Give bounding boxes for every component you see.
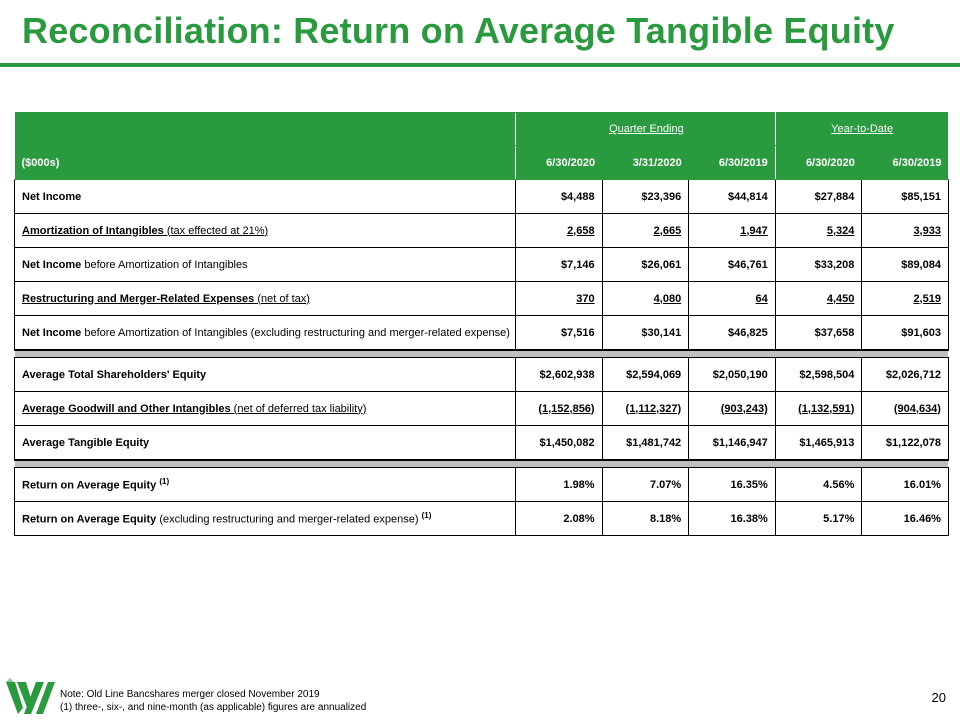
- row-label: Amortization of Intangibles (tax effecte…: [14, 213, 516, 248]
- table-row: Average Goodwill and Other Intangibles (…: [14, 391, 949, 426]
- row-label: Return on Average Equity (excluding rest…: [14, 501, 516, 536]
- table-row: Amortization of Intangibles (tax effecte…: [14, 213, 949, 248]
- table-row: Return on Average Equity (excluding rest…: [14, 501, 949, 536]
- table-cell: $2,594,069: [601, 357, 689, 392]
- table-cell: $2,050,190: [688, 357, 776, 392]
- table-cell: 4,450: [774, 281, 862, 316]
- row-label: Average Total Shareholders' Equity: [14, 357, 516, 392]
- table-cell: $46,761: [688, 247, 776, 282]
- row-label: Net Income: [14, 179, 516, 214]
- table-cell: $1,481,742: [601, 425, 689, 461]
- row-label: Average Tangible Equity: [14, 425, 516, 461]
- table-cell: $23,396: [601, 179, 689, 214]
- table-cell: 4,080: [601, 281, 689, 316]
- group-header-quarter-ending: Quarter Ending: [602, 112, 689, 146]
- table-cell: 2,658: [515, 213, 603, 248]
- row-label: Net Income before Amortization of Intang…: [14, 315, 516, 351]
- table-cell: $26,061: [601, 247, 689, 282]
- table-cell: (904,634): [861, 391, 949, 426]
- table-cell: 2,665: [601, 213, 689, 248]
- page-title: Reconciliation: Return on Average Tangib…: [22, 10, 895, 51]
- section-separator: [14, 349, 949, 358]
- table-row: Return on Average Equity (1) 1.98% 7.07%…: [14, 467, 949, 502]
- table-row: Net Income $4,488 $23,396 $44,814 $27,88…: [14, 179, 949, 214]
- column-header: 6/30/2019: [688, 145, 776, 180]
- table-cell: $4,488: [515, 179, 603, 214]
- reconciliation-table: Quarter Ending Year-to-Date ($000s) 6/30…: [14, 112, 949, 536]
- table-cell: 16.01%: [861, 467, 949, 502]
- table-cell: 16.35%: [688, 467, 776, 502]
- table-cell: $33,208: [774, 247, 862, 282]
- row-label: Restructuring and Merger-Related Expense…: [14, 281, 516, 316]
- table-cell: (1,112,327): [601, 391, 689, 426]
- footnote-line: Note: Old Line Bancshares merger closed …: [60, 689, 320, 700]
- page-number: 20: [931, 690, 946, 705]
- table-cell: $85,151: [861, 179, 949, 214]
- table-cell: 2,519: [861, 281, 949, 316]
- table-cell: 5,324: [774, 213, 862, 248]
- table-row: Restructuring and Merger-Related Expense…: [14, 281, 949, 316]
- table-cell: $30,141: [601, 315, 689, 351]
- table-cell: $44,814: [688, 179, 776, 214]
- column-header: 6/30/2020: [515, 145, 603, 180]
- row-label: Return on Average Equity (1): [14, 467, 516, 502]
- table-cell: $1,122,078: [861, 425, 949, 461]
- table-cell: $91,603: [861, 315, 949, 351]
- table-cell: 1,947: [688, 213, 776, 248]
- column-header: 6/30/2020: [775, 145, 862, 180]
- wesbanco-w-logo-icon: [6, 678, 55, 714]
- column-header: 6/30/2019: [861, 145, 949, 180]
- table-cell: $27,884: [774, 179, 862, 214]
- table-cell: 1.98%: [515, 467, 603, 502]
- table-cell: 16.38%: [688, 501, 776, 536]
- table-cell: $2,026,712: [861, 357, 949, 392]
- table-row: Net Income before Amortization of Intang…: [14, 315, 949, 351]
- table-cell: $1,450,082: [515, 425, 603, 461]
- table-cell: 4.56%: [774, 467, 862, 502]
- table-cell: (903,243): [688, 391, 776, 426]
- table-cell: $1,465,913: [774, 425, 862, 461]
- table-row: Average Total Shareholders' Equity $2,60…: [14, 357, 949, 392]
- title-divider: [0, 63, 960, 67]
- table-cell: 3,933: [861, 213, 949, 248]
- group-header-year-to-date: Year-to-Date: [775, 112, 949, 146]
- table-cell: $1,146,947: [688, 425, 776, 461]
- table-cell: 7.07%: [601, 467, 689, 502]
- row-label: Average Goodwill and Other Intangibles (…: [14, 391, 516, 426]
- table-cell: (1,132,591): [774, 391, 862, 426]
- table-cell: $2,598,504: [774, 357, 862, 392]
- table-cell: $89,084: [861, 247, 949, 282]
- table-row: Average Tangible Equity $1,450,082 $1,48…: [14, 425, 949, 461]
- table-cell: (1,152,856): [515, 391, 603, 426]
- table-group-header-row: Quarter Ending Year-to-Date: [14, 112, 949, 146]
- column-header: 3/31/2020: [602, 145, 689, 180]
- unit-label: ($000s): [14, 145, 516, 180]
- table-cell: 370: [515, 281, 603, 316]
- table-cell: 16.46%: [861, 501, 949, 536]
- footnote-line: (1) three-, six-, and nine-month (as app…: [60, 702, 367, 713]
- section-separator: [14, 459, 949, 468]
- footnote: Note: Old Line Bancshares merger closed …: [60, 688, 366, 714]
- table-cell: $37,658: [774, 315, 862, 351]
- table-cell: 5.17%: [774, 501, 862, 536]
- table-cell: $7,516: [515, 315, 603, 351]
- table-column-header-row: ($000s) 6/30/2020 3/31/2020 6/30/2019 6/…: [14, 145, 949, 180]
- table-row: Net Income before Amortization of Intang…: [14, 247, 949, 282]
- table-cell: $2,602,938: [515, 357, 603, 392]
- row-label: Net Income before Amortization of Intang…: [14, 247, 516, 282]
- table-cell: 2.08%: [515, 501, 603, 536]
- table-cell: $46,825: [688, 315, 776, 351]
- table-cell: 8.18%: [601, 501, 689, 536]
- table-cell: $7,146: [515, 247, 603, 282]
- table-cell: 64: [688, 281, 776, 316]
